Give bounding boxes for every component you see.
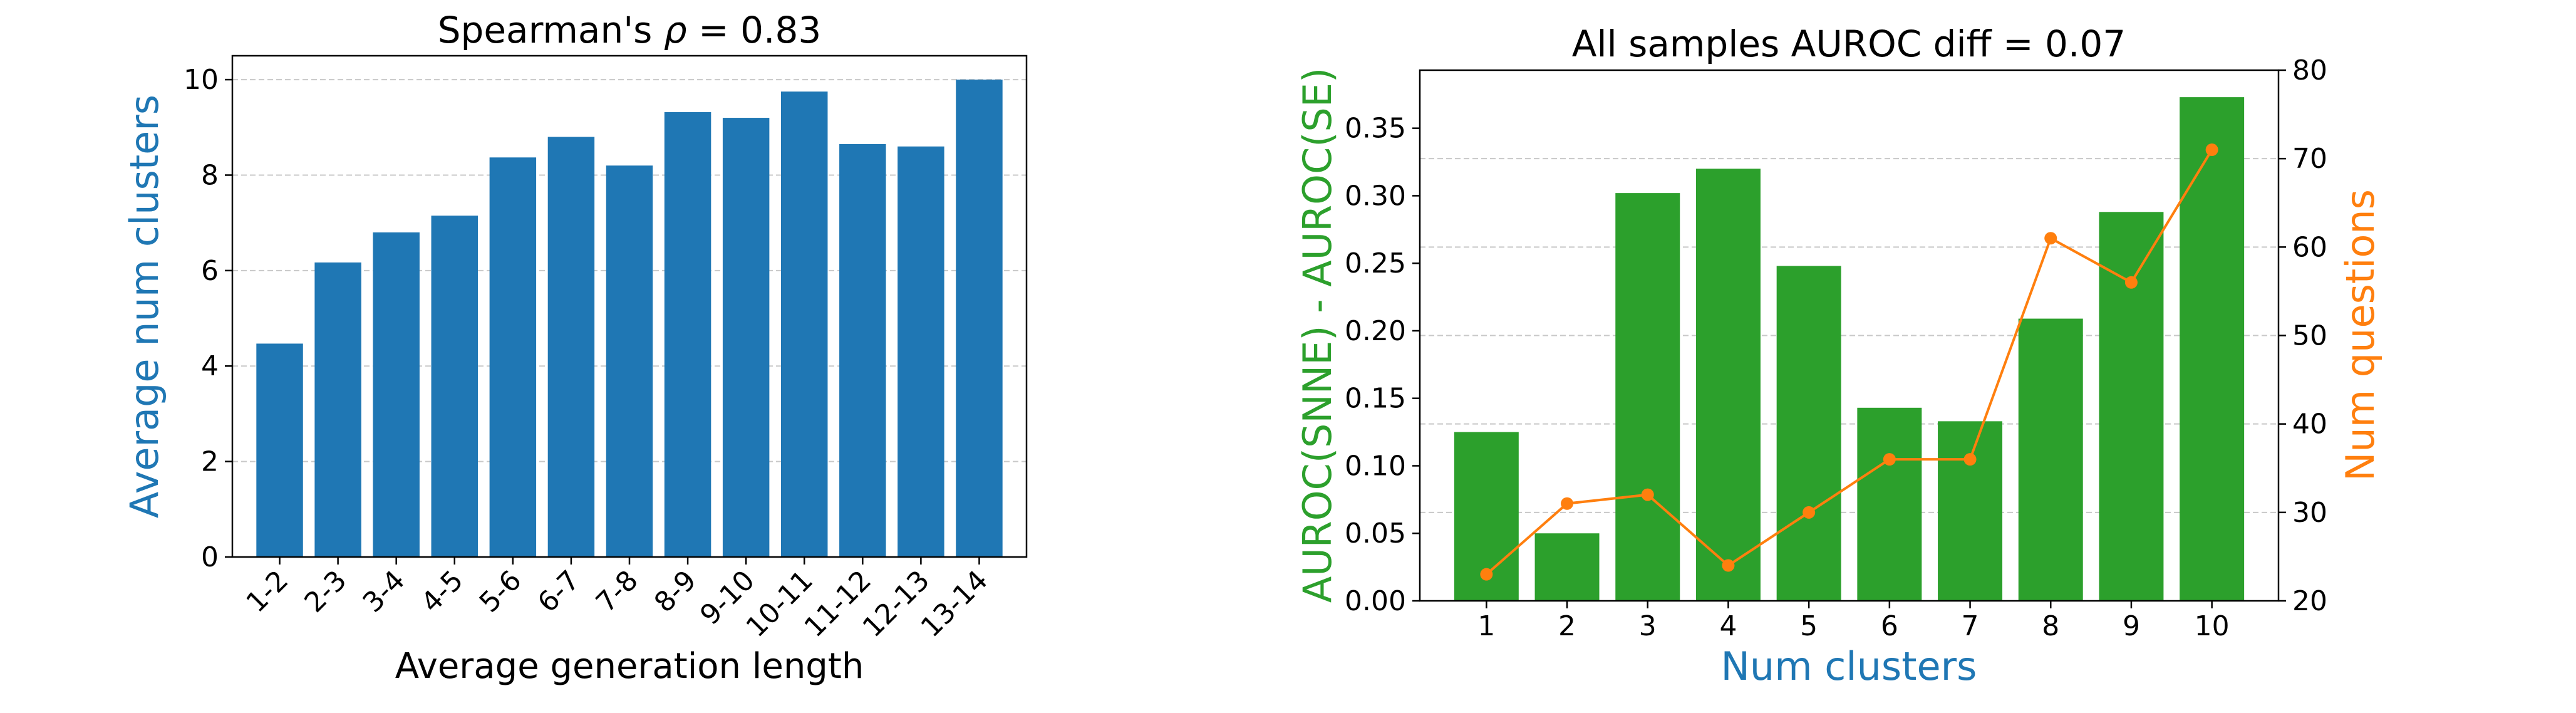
num-questions-point: [1963, 453, 1977, 466]
left-bar: [431, 216, 478, 557]
right-bar: [1695, 169, 1761, 601]
left-x-axis-label: Average generation length: [395, 646, 864, 687]
right-x-tick-label: 2: [1558, 610, 1576, 642]
left-x-tick-label: 6-7: [532, 565, 586, 619]
right-chart: 0.00 0.05 0.10 0.15 0.20 0.25 0.30 0.35 20 30 40 5…: [1295, 23, 2383, 689]
left-x-tick-label: 11-12: [799, 565, 877, 643]
right-y2-tick-label: 80: [2292, 55, 2327, 86]
left-y-tick-label: 10: [184, 64, 219, 96]
right-y-tick-label: 0.30: [1345, 180, 1406, 212]
right-x-tick-label: 7: [1962, 610, 1979, 642]
right-x-tick-label: 1: [1477, 610, 1495, 642]
left-x-tick-label: 10-11: [740, 565, 819, 643]
num-questions-point: [1883, 453, 1896, 466]
right-y-axis-label: AUROC(SNNE) - AUROC(SE): [1295, 68, 1340, 603]
right-bar: [1615, 193, 1680, 601]
left-bar: [373, 232, 420, 557]
right-x-tick-label: 10: [2195, 610, 2230, 642]
right-bars: [1454, 97, 2245, 601]
left-y-tick-label: 8: [201, 159, 219, 191]
right-x-tick-label: 6: [1881, 610, 1898, 642]
right-x-ticks: 1 2 3 4 5 6 7 8 9 10: [1477, 601, 2230, 642]
num-questions-point: [2205, 143, 2218, 157]
left-x-tick-label: 12-13: [857, 565, 936, 643]
num-questions-point: [1480, 568, 1493, 581]
right-y2-tick-label: 60: [2292, 231, 2327, 263]
left-x-ticks: 1-2 2-3 3-4 4-5 5-6 6-7 7-8 8-99-1010-1111-1212…: [240, 557, 994, 643]
right-y2-axis-label: Num questions: [2337, 189, 2383, 481]
right-x-tick-label: 8: [2042, 610, 2059, 642]
num-questions-point: [2124, 276, 2138, 289]
right-x-tick-label: 4: [1719, 610, 1737, 642]
left-y-axis-label: Average num clusters: [122, 95, 167, 518]
right-y-tick-label: 0.10: [1345, 450, 1406, 482]
right-y2-tick-label: 50: [2292, 320, 2327, 352]
num-questions-point: [1803, 506, 1816, 519]
left-bars: [256, 80, 1003, 558]
left-chart: 0 2 4 6 8 10 1-2 2-3 3-4 4-5 5-6 6-7 7-8 8-99-1010-1…: [122, 9, 1028, 687]
left-bar: [781, 91, 828, 558]
left-y-tick-label: 4: [201, 350, 219, 382]
left-y-ticks: 0 2 4 6 8 10: [184, 64, 232, 573]
right-y-tick-label: 0.05: [1345, 518, 1406, 549]
right-y-ticks: 0.00 0.05 0.10 0.15 0.20 0.25 0.30 0.35: [1345, 113, 1420, 617]
right-bar: [1857, 407, 1922, 601]
right-bar: [2180, 97, 2245, 601]
right-bar: [2018, 318, 2083, 601]
left-bar: [664, 112, 711, 557]
right-y-tick-label: 0.35: [1345, 113, 1406, 145]
num-questions-point: [1561, 497, 1574, 510]
right-y-tick-label: 0.25: [1345, 247, 1406, 279]
left-y-tick-label: 2: [201, 446, 219, 478]
left-x-tick-label: 4-5: [415, 565, 470, 619]
left-bar: [839, 143, 886, 557]
right-x-tick-label: 5: [1800, 610, 1818, 642]
left-chart-title: Spearman's ρ = 0.83: [438, 9, 822, 51]
right-y-tick-label: 0.20: [1345, 315, 1406, 347]
left-bar: [314, 262, 361, 557]
left-y-tick-label: 0: [201, 541, 219, 573]
left-bar: [547, 137, 595, 557]
left-bar: [956, 80, 1003, 558]
right-bar: [1938, 421, 2003, 601]
left-bar: [606, 165, 653, 557]
left-bar: [722, 118, 770, 558]
left-x-tick-label: 8-9: [648, 565, 703, 619]
right-x-axis-label: Num clusters: [1721, 643, 1977, 689]
right-line-series: [1480, 143, 2218, 581]
left-x-tick-label: 13-14: [915, 565, 994, 643]
left-bar: [489, 157, 537, 558]
left-x-tick-label: 1-2: [240, 565, 294, 619]
num-questions-point: [2044, 232, 2057, 245]
num-questions-point: [1722, 559, 1735, 572]
right-y-tick-label: 0.15: [1345, 383, 1406, 415]
left-bar: [256, 343, 303, 557]
left-x-tick-label: 2-3: [299, 565, 353, 619]
left-x-tick-label: 3-4: [357, 565, 411, 619]
left-bar: [897, 146, 944, 557]
right-y-tick-label: 0.00: [1345, 585, 1406, 617]
right-y2-tick-label: 70: [2292, 143, 2327, 175]
right-y2-tick-label: 40: [2292, 409, 2327, 440]
left-x-tick-label: 5-6: [473, 565, 528, 619]
right-bar: [1776, 266, 1841, 601]
num-questions-line: [1486, 149, 2213, 576]
left-y-tick-label: 6: [201, 255, 219, 287]
right-y2-tick-label: 30: [2292, 497, 2327, 529]
right-x-tick-label: 9: [2123, 610, 2140, 642]
right-bar: [1534, 533, 1600, 601]
right-y2-tick-label: 20: [2292, 585, 2327, 617]
right-x-tick-label: 3: [1639, 610, 1657, 642]
right-y2-ticks: 20 30 40 50 60 70 80: [2279, 55, 2327, 617]
left-x-tick-label: 7-8: [590, 565, 644, 619]
num-questions-point: [1641, 488, 1654, 501]
right-chart-title: All samples AUROC diff = 0.07: [1572, 23, 2126, 65]
